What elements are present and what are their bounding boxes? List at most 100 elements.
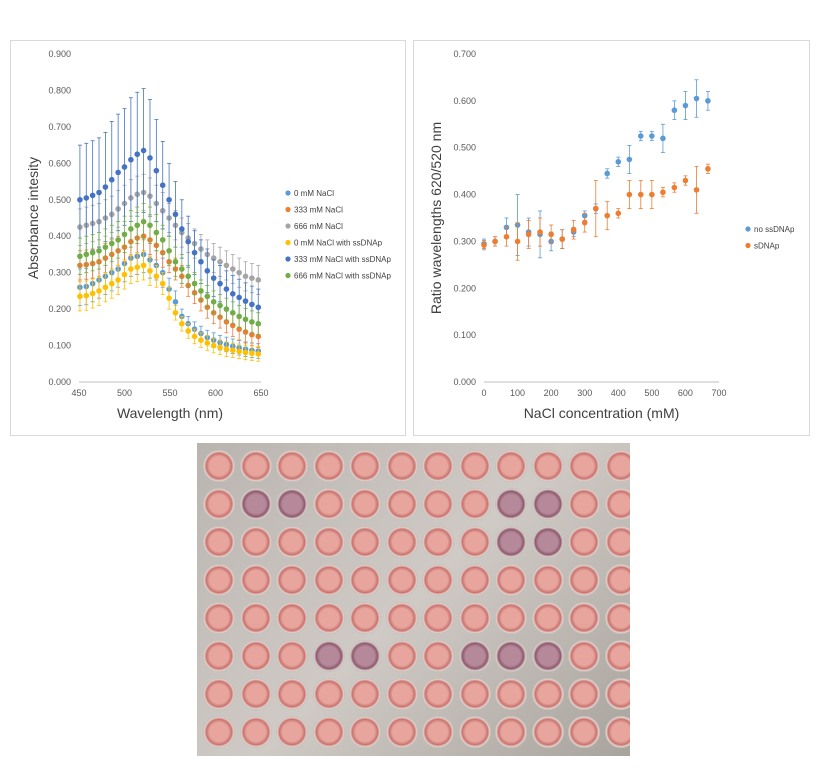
plate-well <box>458 450 491 482</box>
y-tick-label: 0.000 <box>48 377 71 387</box>
data-point <box>537 229 543 235</box>
x-axis-title: NaCl concentration (mM) <box>524 405 680 421</box>
data-point <box>548 231 554 238</box>
plate-well <box>604 450 630 482</box>
legend-marker <box>285 256 291 262</box>
data-point <box>108 280 115 287</box>
plate-well <box>349 602 381 634</box>
plate-well <box>203 678 235 710</box>
data-point <box>649 133 655 139</box>
plate-well <box>385 602 418 634</box>
plate-well <box>276 716 308 748</box>
y-tick-label: 0.300 <box>48 268 71 278</box>
legend-marker <box>285 206 291 213</box>
data-point <box>229 266 236 272</box>
plate-well <box>422 602 454 634</box>
plate-well <box>312 640 345 672</box>
plate-well <box>458 716 491 748</box>
legend-label: 666 mM NaCl <box>294 222 343 231</box>
data-point <box>249 301 255 308</box>
data-point <box>166 295 172 301</box>
plate-well <box>349 488 381 520</box>
plate-well <box>349 526 381 558</box>
plate-well <box>495 488 527 520</box>
plate-well <box>203 602 235 634</box>
plate-well <box>495 602 527 634</box>
data-point <box>89 192 96 199</box>
x-tick-label: 400 <box>611 388 626 398</box>
plate-well <box>458 678 491 710</box>
data-point <box>134 264 141 270</box>
data-point <box>191 333 198 340</box>
plate-well <box>239 678 272 710</box>
data-point <box>236 326 242 332</box>
x-tick-label: 600 <box>678 388 693 398</box>
plate-well <box>385 640 418 672</box>
data-point <box>229 347 236 354</box>
plate-well <box>276 678 308 710</box>
plate-well <box>276 602 308 634</box>
y-tick-label: 0.100 <box>453 330 476 340</box>
legend-label: 333 mM NaCl with ssDNAp <box>294 255 391 264</box>
plate-well <box>239 526 272 558</box>
plate-well <box>422 488 454 520</box>
plate-well <box>422 564 454 596</box>
plate-well <box>239 716 272 748</box>
plate-well <box>495 678 527 710</box>
y-tick-label: 0.400 <box>453 190 476 200</box>
data-point <box>660 189 666 196</box>
data-point <box>255 304 262 311</box>
data-point <box>249 275 255 281</box>
data-point <box>77 253 83 260</box>
data-point <box>147 155 153 161</box>
data-point <box>191 249 198 256</box>
legend-label: 666 mM NaCl with ssDNAp <box>294 272 391 281</box>
data-point <box>172 309 179 316</box>
data-point <box>83 292 90 299</box>
legend-label: sDNAp <box>754 242 780 251</box>
y-tick-label: 0.400 <box>48 231 71 241</box>
plate-well <box>531 450 564 482</box>
plate-well <box>531 526 564 558</box>
y-tick-label: 0.900 <box>48 49 71 59</box>
data-point <box>210 255 217 261</box>
plate-well <box>422 678 454 710</box>
data-point <box>693 95 700 102</box>
data-point <box>249 319 255 325</box>
data-point <box>115 277 121 283</box>
data-point <box>242 273 249 280</box>
plate-well <box>458 640 491 672</box>
data-point <box>128 156 134 163</box>
data-point <box>159 280 166 287</box>
data-point <box>166 248 172 254</box>
plate-well <box>531 640 564 672</box>
plate-well <box>312 526 345 558</box>
plate-well <box>531 564 564 596</box>
data-point <box>128 226 134 232</box>
data-point <box>671 184 678 191</box>
plate-well <box>239 564 272 596</box>
absorbance-chart-panel: 0.000 0.100 0.200 0.300 0.400 0.500 0.600 0.700… <box>10 40 406 436</box>
data-point <box>604 170 611 177</box>
plate-well <box>385 488 418 520</box>
data-point <box>705 98 711 104</box>
plate-well <box>495 564 527 596</box>
plate-well <box>349 564 381 596</box>
data-point <box>223 319 230 325</box>
data-point <box>242 329 249 335</box>
legend-label: 0 mM NaCl with ssDNAp <box>294 239 383 248</box>
data-point <box>108 240 115 247</box>
plate-well <box>458 564 491 596</box>
x-tick-label: 550 <box>162 388 177 398</box>
plate-well <box>604 602 630 634</box>
data-point <box>236 294 242 301</box>
data-point <box>503 233 510 240</box>
data-point <box>626 156 633 163</box>
legend-marker <box>745 242 751 249</box>
plate-well <box>568 488 600 520</box>
y-axis-title: Ratio wavelengths 620/520 nm <box>428 122 444 314</box>
data-point <box>96 288 102 294</box>
data-point <box>255 320 262 327</box>
data-point <box>637 191 644 198</box>
x-tick-label: 100 <box>510 388 525 398</box>
